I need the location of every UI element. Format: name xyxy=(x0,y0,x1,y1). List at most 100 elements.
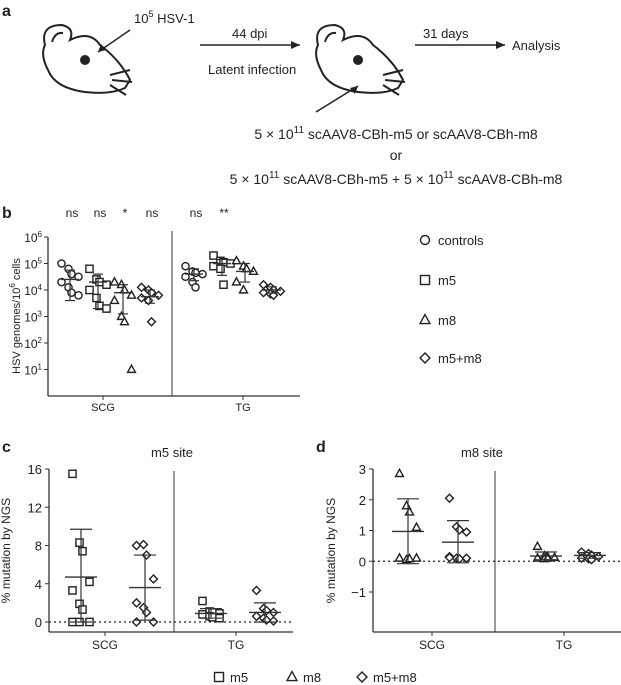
y-tick-label-b: 102 xyxy=(24,336,42,351)
data-point-m5+m8 xyxy=(275,286,286,297)
x-tick-label-d: SCG xyxy=(419,638,445,652)
treatment-or: or xyxy=(390,147,403,163)
group-scg-m8 xyxy=(392,467,424,565)
data-point-m5+m8 xyxy=(251,611,262,622)
group-scg-m5 xyxy=(85,264,111,313)
data-point-m5+m8 xyxy=(261,605,272,616)
data-point-m5+m8 xyxy=(141,607,152,618)
data-point-controls xyxy=(67,288,76,297)
data-point-m5 xyxy=(102,304,111,313)
data-point-m5 xyxy=(216,264,225,274)
data-point-m8 xyxy=(109,276,120,286)
group-tg-m5-m8 xyxy=(249,585,281,626)
panel-a-schematic: a 105 HSV-1 44 dpi Latent infection 31 d… xyxy=(2,3,563,187)
data-point-m5+m8 xyxy=(444,552,455,563)
group-tg-controls xyxy=(181,261,207,292)
data-point-m8 xyxy=(231,255,242,265)
data-point-m5+m8 xyxy=(461,553,472,564)
bottom-legend-label: m5+m8 xyxy=(373,670,417,685)
data-point-controls xyxy=(57,277,66,287)
y-tick-label-c: 16 xyxy=(28,462,42,477)
legend-marker-square xyxy=(419,274,431,286)
data-point-m5 xyxy=(198,596,207,606)
data-point-m5 xyxy=(92,293,101,303)
data-point-m5 xyxy=(75,538,84,547)
data-point-controls xyxy=(74,272,83,282)
y-tick-label-b: 101 xyxy=(24,363,42,378)
group-tg-m5-m8 xyxy=(258,279,286,301)
group-scg-m5-m8 xyxy=(129,539,161,627)
legend-marker-triangle xyxy=(418,313,432,325)
panel-title-c: m5 site xyxy=(151,445,193,460)
inoculum-label: 105 HSV-1 xyxy=(134,9,195,26)
injection-arrowhead-2 xyxy=(350,86,358,94)
legend-label: m5 xyxy=(438,273,456,288)
data-point-m8 xyxy=(411,521,422,532)
injection-arrow-2 xyxy=(315,85,359,113)
data-point-m5+m8 xyxy=(136,282,147,293)
y-tick-label-d: 1 xyxy=(359,524,366,539)
data-point-controls xyxy=(74,290,83,300)
legend-label: m5+m8 xyxy=(438,351,482,366)
mouse-icon-1 xyxy=(42,23,133,96)
bottom-legend-label: m5 xyxy=(230,670,248,685)
data-point-m5 xyxy=(68,586,77,595)
bottom-legend-label: m8 xyxy=(303,670,321,685)
y-tick-label-c: 4 xyxy=(35,577,42,592)
data-point-m8 xyxy=(394,467,405,478)
group-tg-m5-m8 xyxy=(574,547,606,565)
data-point-m8 xyxy=(238,284,249,294)
data-point-m8 xyxy=(549,551,560,562)
step1-duration: 44 dpi xyxy=(232,26,268,41)
data-point-controls xyxy=(67,269,76,279)
legend-label: m8 xyxy=(438,313,456,328)
data-point-m5+m8 xyxy=(131,617,142,627)
data-point-controls xyxy=(191,283,200,292)
legend-label: controls xyxy=(438,233,484,248)
group-scg-m5-m8 xyxy=(136,282,164,327)
group-scg-controls xyxy=(57,259,83,302)
group-tg-m5 xyxy=(209,251,235,290)
panel-label-b: b xyxy=(2,205,12,222)
panel-label-d: d xyxy=(316,439,326,456)
data-point-m5 xyxy=(208,612,217,622)
data-point-m8 xyxy=(248,265,259,276)
data-point-m5 xyxy=(85,264,94,274)
data-point-m8 xyxy=(411,552,422,562)
y-axis-label-d: % mutation by NGS xyxy=(324,498,338,603)
panel-label-a: a xyxy=(2,3,11,20)
data-point-m5 xyxy=(85,285,94,295)
treatment-line-1: 5 × 1011 scAAV8-CBh-m5 or scAAV8-CBh-m8 xyxy=(254,125,538,142)
injection-arrowhead-1 xyxy=(98,44,106,52)
group-scg-m8 xyxy=(109,276,137,374)
data-point-m5+m8 xyxy=(146,316,157,327)
data-point-controls xyxy=(57,259,66,268)
significance-label: ** xyxy=(219,206,229,220)
data-point-m5 xyxy=(68,469,77,479)
group-scg-m5-m8 xyxy=(442,493,474,564)
data-point-m5 xyxy=(198,610,207,619)
data-point-m5+m8 xyxy=(444,493,455,504)
y-tick-label-d: 3 xyxy=(359,462,366,477)
y-axis-label-b: HSV genomes/106 cells xyxy=(8,258,23,374)
group-tg-m5 xyxy=(195,596,227,623)
bottom-legend-marker-square xyxy=(213,671,225,683)
y-axis-label-c: % mutation by NGS xyxy=(0,498,13,603)
x-tick-label-c: TG xyxy=(228,638,245,652)
data-point-controls xyxy=(191,268,200,278)
mouse-icon-2 xyxy=(315,23,406,96)
group-tg-m8 xyxy=(530,540,562,563)
y-tick-label-c: 8 xyxy=(35,539,42,554)
y-tick-label-d: −1 xyxy=(351,585,366,600)
step2-duration: 31 days xyxy=(423,26,469,41)
y-tick-label-b: 106 xyxy=(24,230,42,245)
y-tick-label-d: 0 xyxy=(359,554,366,569)
data-point-m5+m8 xyxy=(251,585,262,596)
data-point-m5+m8 xyxy=(131,597,142,608)
data-point-m8 xyxy=(394,552,405,562)
data-point-m5+m8 xyxy=(131,540,142,551)
data-point-m5 xyxy=(78,546,87,556)
